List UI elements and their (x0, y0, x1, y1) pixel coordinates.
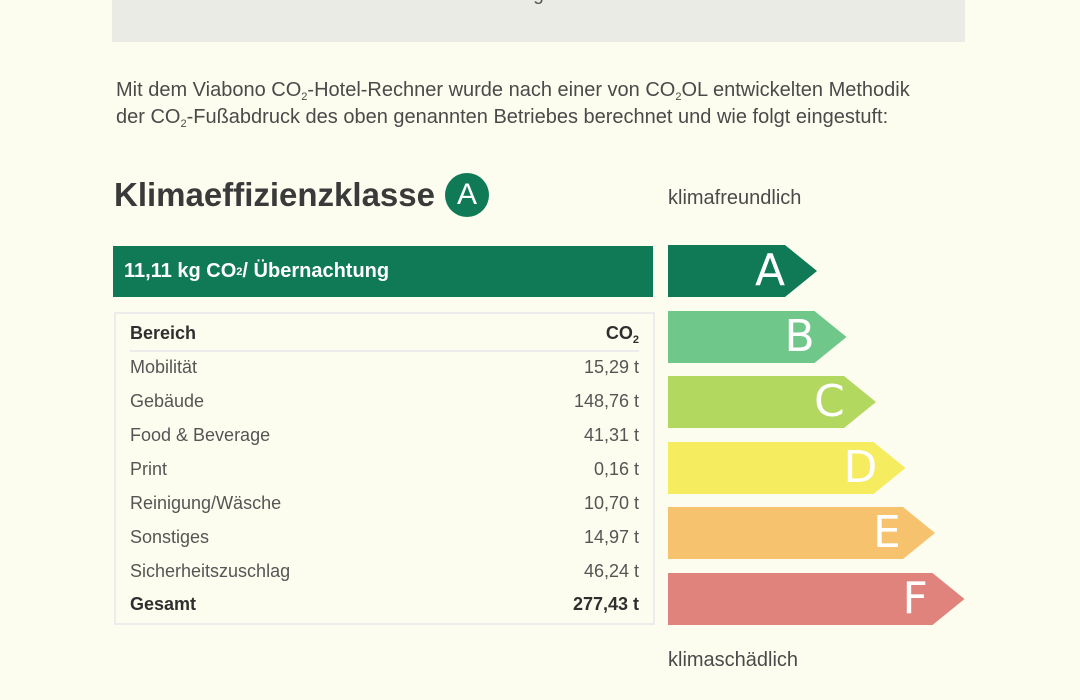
energy-class-e-arrow: E (668, 507, 935, 559)
intro-text: Mit dem Viabono CO2-Hotel-Rechner wurde … (116, 77, 996, 131)
scale-label-bottom: klimaschädlich (668, 649, 799, 671)
table-row-value: 15,29 t (583, 356, 639, 377)
table-row-label: Food & Beverage (130, 424, 271, 445)
energy-class-a-arrow: A (668, 245, 817, 297)
intro-line-2: der CO2-Fußabdruck des oben genannten Be… (116, 106, 889, 130)
table-row: Mobilität 15,29 t (130, 350, 639, 384)
energy-class-d-arrow: D (668, 441, 906, 494)
table-row: Food & Beverage 41,31 t (130, 418, 639, 452)
table-row-value: 41,31 t (583, 424, 639, 445)
table-total-label: Gesamt (130, 593, 197, 614)
efficiency-class-heading: Klimaeffizienzklasse A (114, 173, 489, 217)
table-header-value: CO2 (605, 322, 639, 346)
energy-class-letter: D (843, 441, 878, 493)
table-row-label: Mobilität (130, 356, 198, 377)
energy-class-b-arrow: B (668, 310, 847, 363)
table-total-row: Gesamt 277,43 t (130, 587, 639, 621)
table-row-value: 0,16 t (593, 458, 639, 479)
energy-class-letter: C (814, 376, 845, 427)
energy-class-letter: E (873, 507, 901, 558)
table-row-label: Reinigung/Wäsche (130, 492, 282, 513)
energy-class-letter: B (784, 310, 815, 362)
table-row-value: 148,76 t (573, 390, 639, 411)
energy-class-f-arrow: F (668, 572, 965, 625)
efficiency-class-title: Klimaeffizienzklasse (114, 176, 435, 213)
top-box-text: g (112, 0, 965, 6)
table-row-value: 46,24 t (583, 561, 639, 582)
table-total-value: 277,43 t (572, 593, 639, 614)
top-info-box: g (112, 0, 965, 42)
table-row-value: 10,70 t (583, 492, 639, 513)
intro-line-1: Mit dem Viabono CO2-Hotel-Rechner wurde … (116, 79, 910, 103)
table-row-value: 14,97 t (583, 527, 639, 547)
efficiency-class-badge: A (444, 173, 489, 217)
table-row-label: Sonstiges (130, 527, 210, 547)
result-bar: 11,11 kg CO 2 / Übernachtung (113, 246, 653, 297)
table-row: Reinigung/Wäsche 10,70 t (130, 486, 639, 520)
table-row: Sonstiges 14,97 t (130, 521, 639, 555)
energy-class-letter: F (902, 572, 928, 624)
table-header-label: Bereich (130, 322, 197, 343)
energy-class-letter: A (755, 245, 786, 296)
table-row: Gebäude 148,76 t (130, 384, 639, 418)
co2-breakdown-table: Bereich CO2 Mobilität 15,29 t Gebäude 148,7… (114, 312, 655, 625)
scale-label-top: klimafreundlich (668, 187, 802, 209)
energy-class-c-arrow: C (668, 376, 876, 428)
table-row: Sicherheitszuschlag 46,24 t (130, 555, 639, 589)
table-row-label: Gebäude (130, 390, 205, 411)
table-row-label: Sicherheitszuschlag (130, 561, 291, 582)
table-row: Print 0,16 t (130, 452, 639, 486)
table-row-label: Print (130, 458, 168, 479)
table-header-row: Bereich CO2 (130, 316, 639, 352)
